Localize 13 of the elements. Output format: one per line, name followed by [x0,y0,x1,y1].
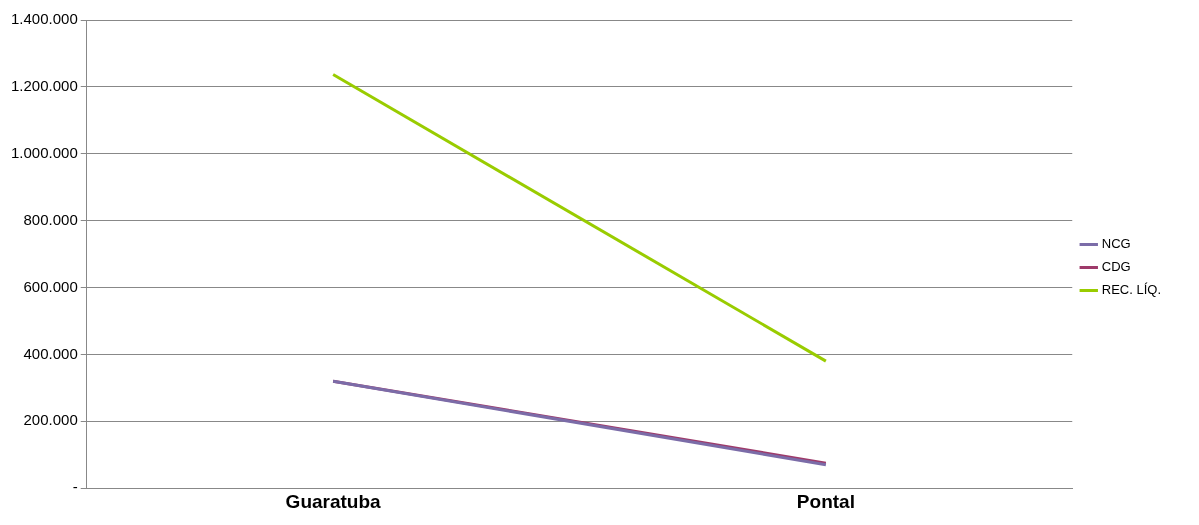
y-tick-label: 400.000 [23,344,78,362]
legend-label: CDG [1101,259,1131,275]
y-tick-label: 200.000 [23,411,78,429]
legend-label: REC. LÍQ. [1101,282,1162,298]
x-tick-label: Guaratuba [285,490,382,512]
y-tick-label: 1.000.000 [11,143,78,161]
y-tick-label: - [72,478,78,496]
y-tick-label: 1.400.000 [11,10,78,28]
y-tick-label: 800.000 [23,210,78,228]
y-tick-label: 1.200.000 [11,77,78,95]
x-tick-label: Pontal [796,490,855,512]
y-tick-label: 600.000 [23,277,78,295]
legend-label: NCG [1101,236,1131,252]
